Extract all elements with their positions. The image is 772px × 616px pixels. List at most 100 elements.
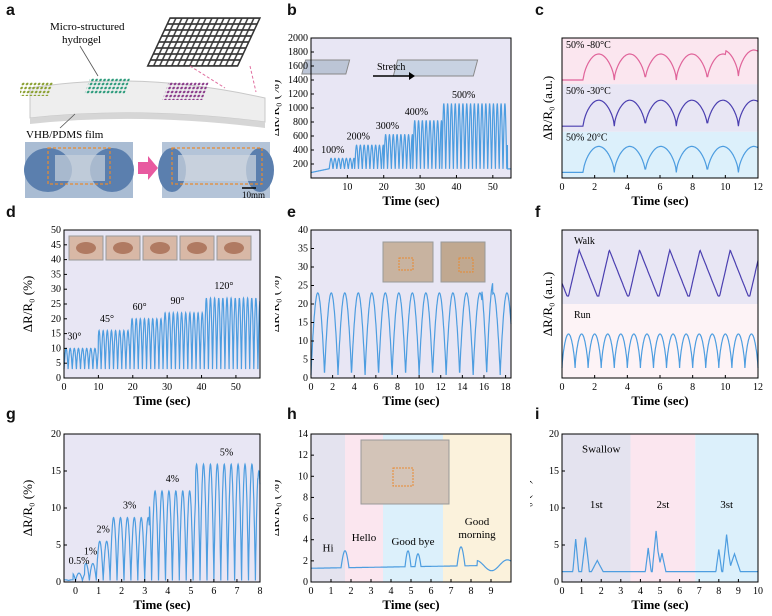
arm-photo-2 (440, 241, 486, 283)
x-tick-label: 4 (625, 382, 630, 393)
x-tick-label: 20 (379, 182, 389, 193)
band (695, 434, 758, 582)
series-line (562, 530, 758, 573)
y-tick-label: 5 (56, 358, 61, 369)
y-tick-label: 5 (554, 540, 559, 551)
y-tick-label: 30 (298, 262, 308, 273)
hydrogel-patch-purple (162, 82, 209, 100)
hydrogel-label: Micro-structured hydrogel (50, 21, 127, 46)
x-tick-label: 16 (479, 382, 489, 393)
x-tick-label: 2 (592, 382, 597, 393)
chart-g: 0.5%1% 2% 3% 4% 5% 0 1 2 3 4 5 6 7 8 0 5 10 15 20 Time (sec… (20, 429, 263, 612)
chart-e: 0 2 4 6 8 10 12 14 16 18 0 5 10 15 20 25 30 35 40 Time (sec… (275, 225, 512, 408)
y-tick-label: 40 (298, 225, 308, 236)
x-tick-label: 9 (736, 586, 741, 597)
x-axis-label: Time (sec) (631, 393, 688, 408)
sensor-box (398, 257, 414, 271)
x-tick-label: 7 (234, 586, 239, 597)
x-tick-label: 6 (211, 586, 216, 597)
x-tick-label: 6 (373, 382, 378, 393)
series-line (63, 296, 261, 370)
y-tick-label: 35 (298, 244, 308, 255)
panel-label-h: h (287, 406, 297, 423)
x-tick-label: 6 (658, 182, 663, 193)
y-tick-label: 10 (298, 471, 308, 482)
y-tick-label: 40 (51, 255, 61, 266)
band-label: Good bye (391, 536, 434, 548)
x-tick-label: 2 (119, 586, 124, 597)
segment-label: 5% (220, 447, 233, 458)
series-line-run (561, 333, 759, 369)
panel-a-schematic: Micro-structured hydrogel VHB/PDMS film … (20, 17, 274, 200)
y-tick-label: 30 (51, 284, 61, 295)
segment-label: 90° (170, 296, 184, 307)
y-tick-label: 600 (293, 131, 308, 142)
chart-i: Swallow 1st 2st 3st 0 1 2 3 4 5 6 7 8 9 10 0 5 10 15 20 Time… (530, 429, 763, 612)
x-tick-label: 4 (352, 382, 357, 393)
x-tick-label: 0 (309, 382, 314, 393)
segment-label: 200% (347, 132, 370, 143)
y-tick-label: 35 (51, 269, 61, 280)
sensor-box (458, 257, 474, 273)
y-tick-label: 6 (303, 514, 308, 525)
segment-label: 3% (123, 501, 136, 512)
x-axis-label: Time (sec) (133, 393, 190, 408)
y-tick-label: 10 (51, 343, 61, 354)
x-tick-label: 3 (369, 586, 374, 597)
y-axis-label: ΔR/R₀ (a.u.) (540, 76, 555, 141)
y-tick-label: 5 (56, 540, 61, 551)
y-tick-label: 20 (51, 429, 61, 440)
x-tick-label: 8 (690, 382, 695, 393)
y-tick-label: 1400 (288, 75, 308, 86)
y-tick-label: 0 (56, 373, 61, 384)
x-tick-label: 2 (330, 382, 335, 393)
y-tick-label: 15 (298, 318, 308, 329)
y-tick-label: 200 (293, 159, 308, 170)
x-tick-label: 7 (697, 586, 702, 597)
y-axis-label: ΔR/R₀ (a.u.) (540, 272, 555, 337)
x-tick-label: 40 (197, 382, 207, 393)
x-tick-label: 4 (625, 182, 630, 193)
series-line-1 (562, 99, 759, 127)
x-tick-label: 20 (128, 382, 138, 393)
y-tick-label: 12 (298, 450, 308, 461)
x-tick-label: 5 (658, 586, 663, 597)
sensor-box (392, 467, 414, 487)
y-tick-label: 5 (303, 355, 308, 366)
x-tick-label: 0 (62, 382, 67, 393)
series-line-0 (562, 49, 759, 81)
band (562, 38, 758, 85)
hydrogel-patch-green (84, 78, 131, 94)
y-tick-label: 1200 (288, 89, 308, 100)
x-tick-label: 10 (342, 182, 352, 193)
x-tick-label: 1 (579, 586, 584, 597)
band (562, 84, 758, 132)
x-tick-label: 0 (560, 382, 565, 393)
series-line (311, 546, 512, 572)
x-tick-label: 40 (451, 182, 461, 193)
x-tick-label: 18 (501, 382, 511, 393)
band-label: 3st (720, 499, 733, 511)
x-tick-label: 10 (720, 382, 730, 393)
band-label: Hello (352, 532, 377, 544)
chart-f: Walk Run 0 2 4 6 8 10 12 Time (sec) ΔR/R₀ (a.u.) (540, 229, 763, 408)
series-label: 50% 20°C (566, 132, 608, 143)
finger-shape (76, 242, 96, 254)
x-axis-label: Time (sec) (382, 393, 439, 408)
x-axis-label: Time (sec) (631, 193, 688, 208)
hydrogel-patch-yellow (20, 82, 54, 96)
arrowhead-icon (409, 72, 415, 80)
x-tick-label: 2 (599, 586, 604, 597)
y-tick-label: 0 (554, 577, 559, 588)
y-tick-label: 10 (298, 336, 308, 347)
x-tick-label: 0 (309, 586, 314, 597)
x-tick-label: 1 (96, 586, 101, 597)
series-label: 50% -30°C (566, 86, 611, 97)
chart-d: 30° 45° 60° 90° 120° 0 10 20 30 40 50 0 5 10 15 20 25 30 3… (20, 225, 261, 408)
y-tick-label: 20 (51, 314, 61, 325)
y-tick-label: 25 (298, 281, 308, 292)
y-tick-label: 0 (303, 373, 308, 384)
segment-label: 1% (84, 547, 97, 558)
chart-c: 50% -80°C 50% -30°C 50% 20°C 0 2 4 6 8 10 12 Time … (540, 37, 763, 208)
